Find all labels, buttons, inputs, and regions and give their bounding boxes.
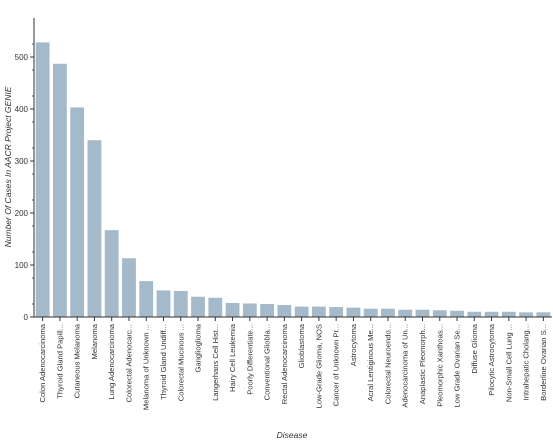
bar[interactable] — [52, 63, 67, 318]
bar[interactable] — [311, 306, 326, 317]
x-tick-label: Cancer of Unknown Pr... — [332, 324, 341, 406]
y-tick-label: 0 — [24, 313, 29, 322]
bar[interactable] — [536, 312, 551, 317]
y-axis-title: Number Of Cases In AACR Project GENIE — [3, 86, 13, 247]
x-tick-label: Intrahepatic Cholang... — [522, 324, 531, 400]
x-tick-label: Diffuse Glioma — [470, 323, 479, 373]
bar[interactable] — [398, 309, 413, 317]
bar[interactable] — [415, 309, 430, 317]
bar[interactable] — [501, 311, 516, 317]
y-axis: 0 100 200 300 400 500 — [15, 18, 35, 322]
bar[interactable] — [277, 305, 292, 317]
bar[interactable] — [484, 311, 499, 317]
bar[interactable] — [35, 42, 50, 317]
bar[interactable] — [70, 107, 85, 317]
y-tick-label: 300 — [15, 157, 29, 166]
bar[interactable] — [242, 303, 257, 317]
y-tick-label: 200 — [15, 209, 29, 218]
bar[interactable] — [432, 310, 447, 317]
x-tick-label: Thyroid Gland Undiff... — [159, 324, 168, 400]
x-axis-title: Disease — [277, 430, 308, 440]
bar[interactable] — [191, 296, 205, 317]
x-tick-label: Colorectal Neuroendo... — [383, 324, 392, 404]
bar[interactable] — [104, 230, 119, 317]
y-tick-label: 400 — [15, 105, 29, 114]
x-axis: Colon Adenocarcinoma Thyroid Gland Papill… — [34, 316, 552, 410]
bar[interactable] — [225, 302, 240, 317]
x-tick-label: Langerhans Cell Hist... — [211, 324, 220, 401]
x-tick-label: Borderline Ovarian S... — [539, 324, 548, 401]
bar[interactable] — [381, 308, 395, 317]
x-tick-label: Melanoma of Unknown ... — [142, 324, 151, 410]
bar[interactable] — [329, 307, 344, 317]
bar[interactable] — [260, 304, 275, 317]
x-tick-label: Acral Lentiginous Me... — [366, 324, 375, 401]
x-tick-label: Non-Small Cell Lung ... — [504, 324, 513, 402]
x-tick-label: Low Grade Ovarian Se... — [453, 324, 462, 408]
bar[interactable] — [467, 311, 482, 317]
bar[interactable] — [139, 281, 154, 317]
bar[interactable] — [346, 307, 361, 317]
bar[interactable] — [519, 312, 534, 317]
x-tick-label: Cutaneous Melanoma — [73, 323, 82, 398]
x-tick-label: Thyroid Gland Papill... — [55, 324, 64, 399]
x-tick-label: Colorectal Mucinous ... — [176, 324, 185, 401]
bar[interactable] — [450, 310, 464, 317]
x-tick-label: Glioblastoma — [297, 323, 306, 368]
bar[interactable] — [294, 306, 309, 317]
x-tick-label: Melanoma — [90, 323, 99, 359]
bar[interactable] — [208, 297, 223, 317]
x-tick-label: Colorectal Adenocarc... — [124, 324, 133, 403]
bar[interactable] — [87, 140, 102, 317]
x-tick-label: Conventional Glioblа... — [263, 324, 272, 400]
bars-group — [35, 42, 551, 318]
x-tick-label: Anaplastic Pleomorph... — [418, 324, 427, 404]
x-tick-label: Ganglioglioma — [194, 323, 203, 372]
y-tick-label: 100 — [15, 261, 29, 270]
x-tick-label: Adenocarcinoma of Un... — [401, 324, 410, 408]
x-tick-label: Colon Adenocarcinoma — [38, 323, 47, 402]
bar[interactable] — [122, 258, 136, 317]
x-tick-label: Low-Grade Glioma, NOS — [314, 324, 323, 408]
x-tick-label: Pilocytic Astrocytoma — [487, 323, 496, 396]
x-tick-label: Astrocytoma — [349, 323, 358, 366]
x-tick-label: Poorly Differentiate... — [245, 324, 254, 395]
x-tick-label: Rectal Adenocarcinoma — [280, 323, 289, 404]
x-tick-label: Lung Adenocarcinoma — [107, 323, 116, 399]
bar[interactable] — [173, 291, 188, 317]
y-tick-label: 500 — [15, 53, 29, 62]
x-tick-label: Hairy Cell Leukemia — [228, 323, 237, 392]
x-tick-label: Pleomorphic Xanthoas... — [435, 324, 444, 407]
bar[interactable] — [156, 290, 171, 317]
bar[interactable] — [363, 308, 378, 317]
